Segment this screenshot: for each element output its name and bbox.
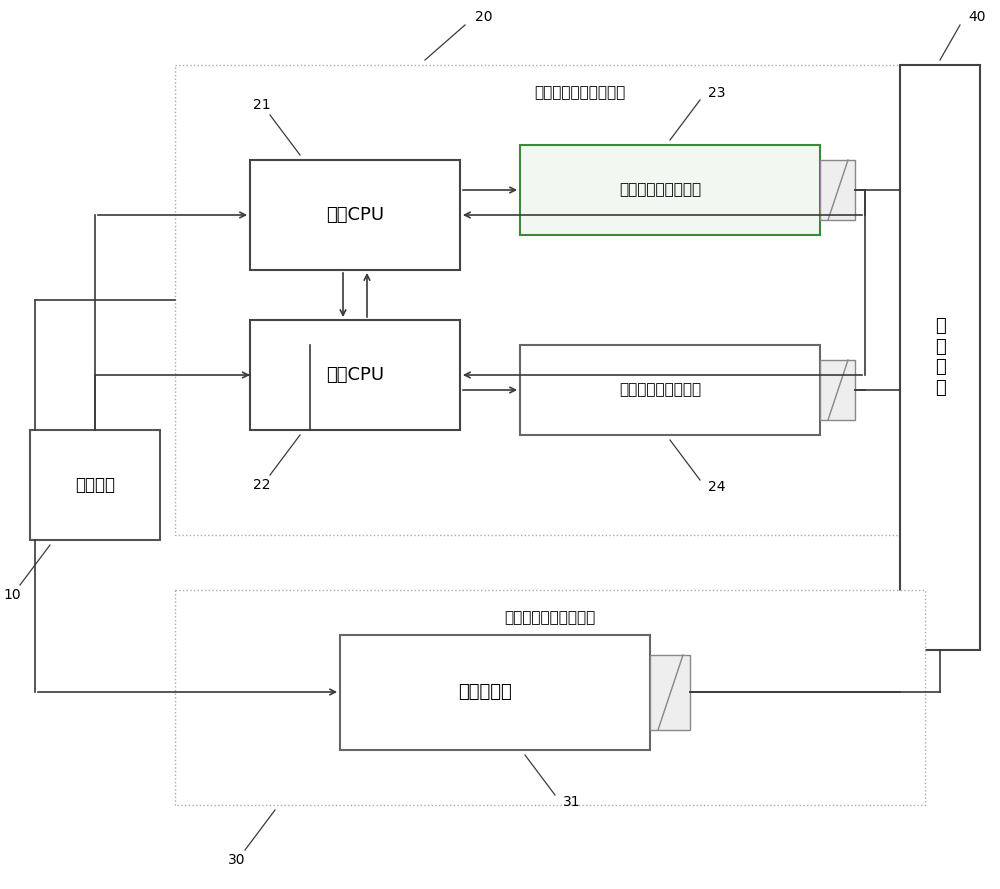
Text: 21: 21 (253, 98, 271, 112)
Text: 40: 40 (968, 10, 986, 24)
Bar (250, 320, 460, 430)
Text: 10: 10 (3, 588, 21, 602)
Text: 22: 22 (253, 478, 271, 492)
Bar (900, 65, 980, 650)
Text: 延时继电器: 延时继电器 (458, 683, 512, 701)
Bar (175, 65, 925, 535)
Bar (340, 635, 650, 750)
Bar (650, 655, 690, 730)
Bar (250, 160, 460, 270)
Text: 急停按钮: 急停按钮 (75, 476, 115, 494)
Text: 第一强制导向继电器: 第一强制导向继电器 (619, 182, 701, 197)
Text: 第一CPU: 第一CPU (326, 206, 384, 224)
Bar (820, 160, 855, 220)
Text: 第二强制导向继电器: 第二强制导向继电器 (619, 382, 701, 397)
Text: 第一急停信号接收单元: 第一急停信号接收单元 (534, 85, 626, 100)
Bar (520, 145, 820, 235)
Text: 第二急停信号接收单元: 第二急停信号接收单元 (504, 611, 596, 626)
Text: 24: 24 (708, 480, 726, 494)
Bar (175, 590, 925, 805)
Bar (30, 430, 160, 540)
Text: 第二CPU: 第二CPU (326, 366, 384, 384)
Text: 30: 30 (228, 853, 246, 867)
Text: 控
制
单
元: 控 制 单 元 (935, 316, 945, 397)
Bar (520, 345, 820, 435)
Bar (820, 360, 855, 420)
Text: 20: 20 (475, 10, 492, 24)
Text: 31: 31 (563, 795, 581, 809)
Text: 23: 23 (708, 86, 726, 100)
